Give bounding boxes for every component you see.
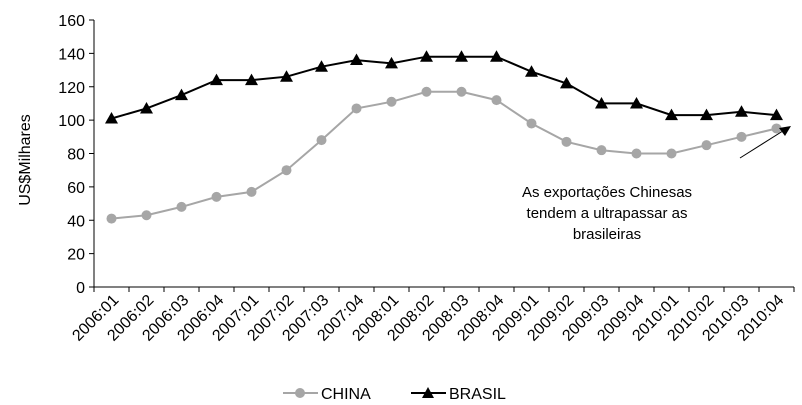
annotation: As exportações Chinesas tendem a ultrapa… — [522, 126, 791, 243]
annotation-line-3: brasileiras — [573, 226, 641, 243]
data-point-china — [246, 186, 257, 197]
series-line-brasil — [111, 55, 777, 120]
data-point-china — [596, 145, 607, 156]
data-point-china — [351, 103, 362, 114]
y-tick-label: 120 — [58, 80, 85, 97]
data-point-china — [211, 191, 222, 202]
legend-brasil-label: BRASIL — [449, 386, 506, 403]
legend-brasil-marker — [422, 387, 434, 398]
legend-item-china: CHINA — [283, 386, 371, 403]
legend-china-label: CHINA — [321, 386, 371, 403]
data-point-brasil — [700, 108, 713, 121]
data-point-china — [106, 213, 117, 224]
data-point-brasil — [595, 96, 608, 109]
y-tick-label: 60 — [67, 180, 85, 197]
y-tick-label: 100 — [58, 113, 85, 130]
y-tick-label: 140 — [58, 46, 85, 63]
legend-china-marker — [295, 388, 305, 398]
data-point-china — [491, 95, 502, 106]
data-point-brasil — [105, 111, 118, 124]
data-point-brasil — [770, 108, 783, 121]
data-point-brasil — [630, 96, 643, 109]
data-point-china — [281, 165, 292, 176]
data-point-china — [701, 140, 712, 151]
data-point-brasil — [420, 50, 433, 62]
data-point-china — [736, 131, 747, 142]
y-tick-label: 20 — [67, 247, 85, 264]
y-tick-label: 80 — [67, 147, 85, 164]
annotation-arrowhead — [779, 126, 791, 136]
data-point-brasil — [175, 88, 188, 101]
data-point-china — [456, 86, 467, 97]
data-point-china — [176, 201, 187, 212]
data-point-china — [631, 148, 642, 159]
y-tick-label: 0 — [76, 280, 85, 297]
y-ticks: 0 20 40 60 80 100 120 140 160 — [58, 13, 94, 297]
data-point-china — [561, 136, 572, 147]
series-brasil — [105, 50, 783, 124]
data-point-brasil — [315, 60, 328, 72]
data-point-china — [316, 135, 327, 146]
legend-item-brasil: BRASIL — [411, 386, 506, 403]
annotation-line-2: tendem a ultrapassar as — [527, 205, 688, 222]
data-point-brasil — [560, 76, 573, 89]
series-china — [106, 86, 782, 224]
data-point-brasil — [280, 70, 293, 82]
data-point-china — [526, 118, 537, 129]
data-point-brasil — [455, 50, 468, 62]
series-line-china — [111, 90, 777, 220]
x-ticks: 2006:012006:022006:032006:042007:012007:… — [69, 287, 795, 345]
data-point-brasil — [490, 50, 503, 62]
data-point-china — [666, 148, 677, 159]
axes — [93, 20, 794, 288]
legend: CHINA BRASIL — [283, 386, 506, 403]
data-point-brasil — [735, 105, 748, 117]
data-point-china — [386, 96, 397, 107]
data-point-brasil — [385, 56, 398, 69]
data-point-china — [421, 86, 432, 97]
annotation-arrow-line — [739, 128, 787, 159]
y-axis-title: US$Milhares — [17, 114, 34, 206]
data-point-brasil — [245, 73, 258, 86]
data-point-brasil — [210, 73, 223, 86]
data-point-brasil — [665, 108, 678, 121]
data-point-china — [771, 123, 782, 134]
data-point-brasil — [140, 101, 153, 114]
y-tick-label: 160 — [58, 13, 85, 30]
data-point-china — [141, 210, 152, 221]
annotation-line-1: As exportações Chinesas — [522, 184, 692, 201]
y-tick-label: 40 — [67, 213, 85, 230]
series-layer — [105, 50, 783, 224]
data-point-brasil — [350, 53, 363, 66]
data-point-brasil — [525, 65, 538, 77]
